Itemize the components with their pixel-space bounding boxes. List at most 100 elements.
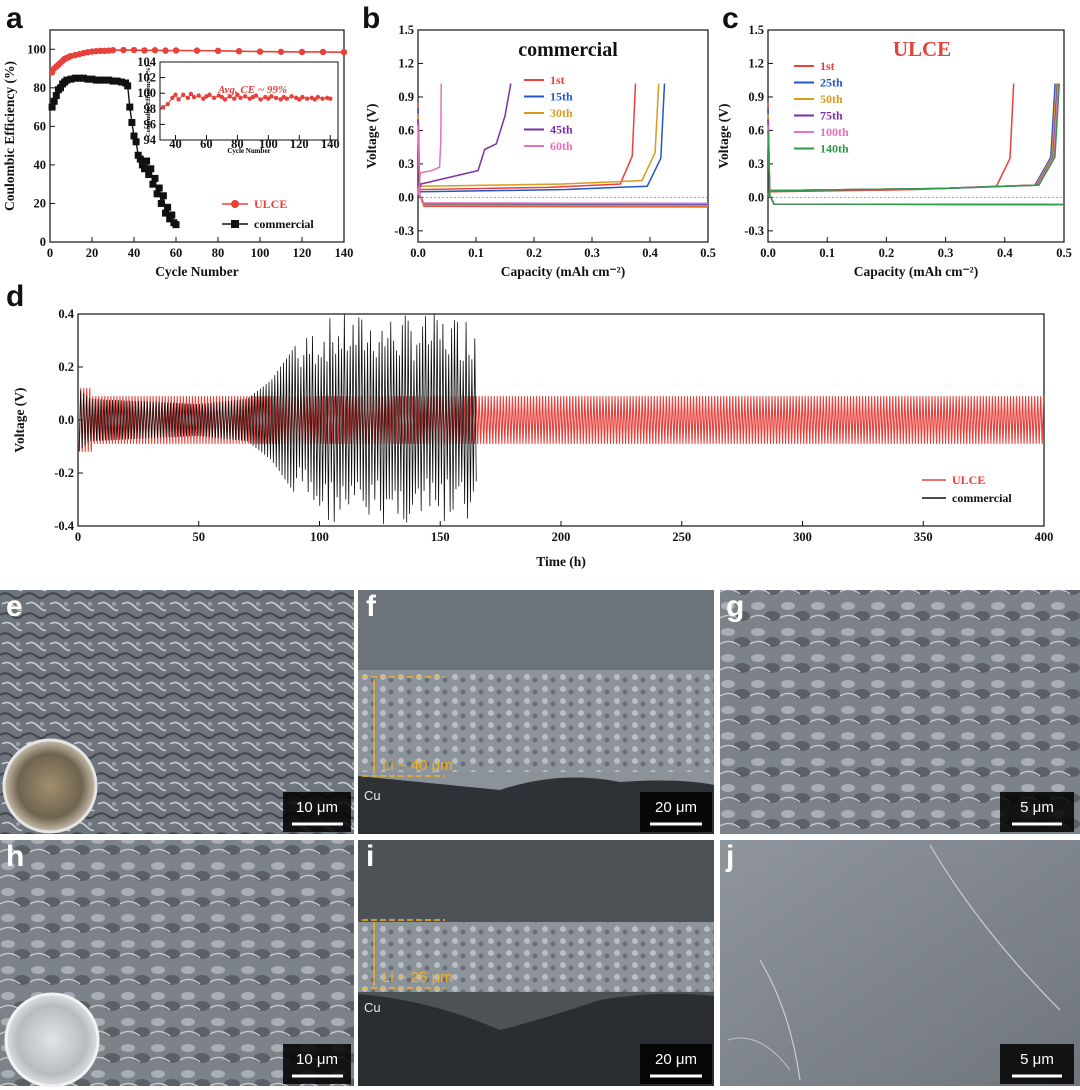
curve-c-140th-discharge xyxy=(767,130,1065,206)
commercial-point xyxy=(52,92,60,100)
chart-c-ytick-label: 1.5 xyxy=(748,23,764,37)
curve-c-100th-discharge xyxy=(767,124,1065,206)
chart-b-ytick-label: -0.3 xyxy=(394,224,414,238)
sem-i-scale-label: 20 μm xyxy=(655,1051,697,1068)
sem-f-li-layer xyxy=(358,672,714,772)
sem-panel-i: i Li ~ 25 μm Cu 20 μm xyxy=(358,840,714,1086)
chart-b-xtick-label: 0.0 xyxy=(410,246,426,260)
legend-c-1st-label: 1st xyxy=(820,59,835,73)
chart-b-xtick-label: 0.5 xyxy=(700,246,716,260)
inset-ulce-point xyxy=(297,97,302,102)
inset-ulce-point xyxy=(185,95,191,101)
chart-a-xlabel: Cycle Number xyxy=(155,264,239,279)
inset-ulce-point xyxy=(181,92,186,97)
sem-panel-h: h 10 μm xyxy=(0,840,354,1088)
chart-a-xtick-label: 60 xyxy=(170,246,183,260)
chart-b-ytick-label: 0.3 xyxy=(398,157,414,171)
series-d-ulce-trace xyxy=(78,388,1045,452)
chart-b-ytick-label: 0.0 xyxy=(398,190,414,204)
legend-b-15th-label: 15th xyxy=(550,90,573,104)
chart-c-ylabel: Voltage (V) xyxy=(716,103,731,168)
panel-letter-c: c xyxy=(722,2,739,35)
chart-c-xtick-label: 0.3 xyxy=(938,246,954,260)
chart-a-ytick-label: 20 xyxy=(34,196,47,210)
inset-ulce-point xyxy=(191,94,197,100)
commercial-point xyxy=(109,77,117,85)
legend-a-ulce-marker xyxy=(231,200,239,208)
chart-a-ytick-label: 40 xyxy=(34,158,47,172)
chart-d-legend: ULCE commercial xyxy=(922,473,1012,505)
commercial-point xyxy=(128,119,136,127)
ulce-point xyxy=(235,48,243,55)
sem-i-cu-label: Cu xyxy=(364,1000,381,1015)
chart-a-ylabel: Coulombic Efficiency (%) xyxy=(2,61,17,211)
inset-ulce-point xyxy=(165,101,170,107)
commercial-point xyxy=(48,103,56,111)
chart-c-xtick-label: 0.1 xyxy=(819,246,835,260)
inset-ulce-point xyxy=(196,93,201,98)
legend-b-45th-label: 45th xyxy=(550,123,573,137)
commercial-point xyxy=(50,97,58,105)
chart-d-ytick-label: 0.0 xyxy=(58,413,74,427)
curve-b-1st-charge xyxy=(417,83,637,196)
chart-b-ytick-label: 1.2 xyxy=(398,56,414,70)
ulce-point xyxy=(120,46,127,54)
chart-a-inset-ytick-label: 104 xyxy=(137,55,157,69)
panel-letter-d: d xyxy=(6,280,24,313)
inset-ulce-point xyxy=(269,94,274,99)
inset-ulce-point xyxy=(273,95,279,101)
inset-ulce-point xyxy=(232,96,237,101)
chart-b-xtick-label: 0.3 xyxy=(584,246,600,260)
chart-d-ytick-label: 0.4 xyxy=(58,307,74,321)
sem-i-letter: i xyxy=(366,840,374,873)
ulce-point xyxy=(172,47,180,54)
curve-b-60th-discharge xyxy=(417,124,709,205)
chart-d-ytick-label: -0.2 xyxy=(54,466,74,480)
chart-a-inset-ytick-label: 94 xyxy=(144,133,157,147)
sem-j-ridge-3 xyxy=(727,1037,791,1071)
sem-i-li-layer xyxy=(358,922,714,992)
sem-g-letter: g xyxy=(726,590,744,623)
curve-b-45th-charge xyxy=(417,83,512,196)
chart-b-ytick-label: 1.5 xyxy=(398,23,414,37)
legend-c-140th-label: 140th xyxy=(820,142,849,156)
legend-c-100th-label: 100th xyxy=(820,125,849,139)
commercial-point xyxy=(124,82,132,90)
ulce-point xyxy=(141,47,148,54)
curve-c-75th-charge xyxy=(767,83,1059,196)
chart-a-inset-xtick-label: 40 xyxy=(169,137,182,151)
chart-a-ytick-label: 100 xyxy=(27,42,46,56)
sem-f-scale-label: 20 μm xyxy=(655,799,697,816)
series-commercial-line xyxy=(51,77,177,226)
chart-a-inset-ylabel: Coulombic Efficiency (%) xyxy=(145,65,152,137)
chart-a-inset-xtick-label: 140 xyxy=(321,137,340,151)
commercial-point xyxy=(155,184,163,192)
inset-ulce-point xyxy=(304,96,310,101)
commercial-point xyxy=(136,155,144,163)
sem-f-top xyxy=(358,590,714,670)
chart-b-ylabel: Voltage (V) xyxy=(364,103,379,168)
panel-letter-b: b xyxy=(362,2,380,35)
chart-a: 0 20 40 60 80 100 120 140 0 20 40 60 80 100 Cycle Num… xyxy=(2,29,353,279)
chart-c-frame xyxy=(767,29,1065,243)
ulce-point xyxy=(162,47,169,54)
chart-c-xtick-label: 0.0 xyxy=(760,246,776,260)
legend-a-commercial-label: commercial xyxy=(254,217,314,231)
legend-c-50th-label: 50th xyxy=(820,92,843,106)
chart-a-inset-ytick-label: 98 xyxy=(144,102,157,116)
commercial-point xyxy=(166,215,174,223)
sem-panel-j: j 5 μm xyxy=(720,840,1080,1086)
chart-a-inset-ytick-label: 100 xyxy=(137,86,156,100)
sem-j-letter: j xyxy=(725,840,734,873)
sem-e-scale-label: 10 μm xyxy=(296,799,338,816)
chart-b-xtick-label: 0.4 xyxy=(642,246,658,260)
chart-a-xtick-label: 20 xyxy=(86,246,99,260)
chart-d-xtick-label: 350 xyxy=(914,530,933,544)
chart-a-ytick-label: 60 xyxy=(34,119,47,133)
legend-d-ulce-label: ULCE xyxy=(952,473,985,487)
chart-a-inset-xtick-label: 80 xyxy=(231,137,244,151)
commercial-point xyxy=(151,174,159,182)
ulce-point xyxy=(319,48,327,56)
sem-panel-e: e 10 μm xyxy=(0,590,354,834)
commercial-point xyxy=(130,132,138,140)
